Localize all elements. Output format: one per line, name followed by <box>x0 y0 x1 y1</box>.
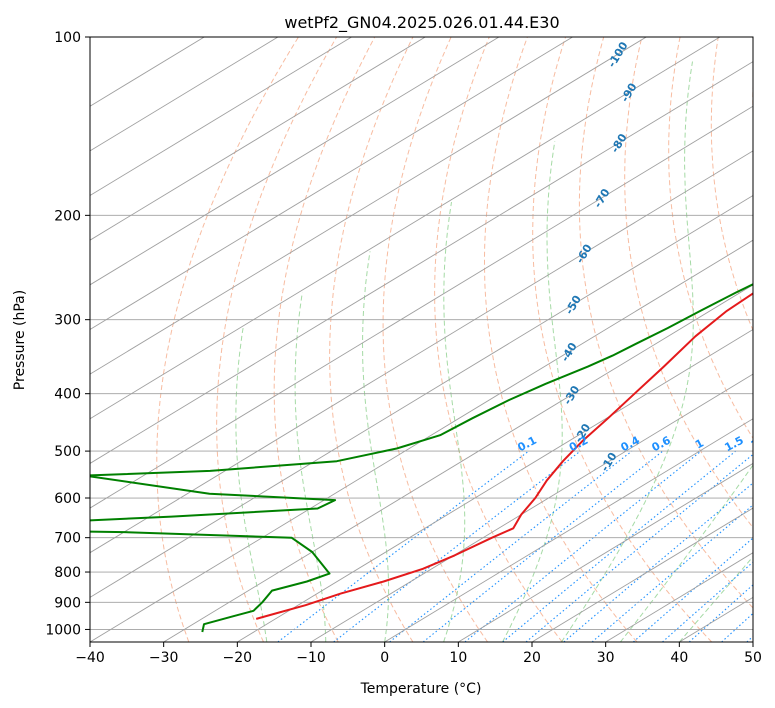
mixing-ratio-line <box>591 504 753 642</box>
y-tick-label: 400 <box>54 387 81 403</box>
dry-adiabat <box>273 37 376 642</box>
isotherm-line <box>90 105 753 509</box>
moist-adiabat <box>620 464 753 642</box>
x-tick-label: 30 <box>597 650 615 666</box>
moist-adiabat <box>235 328 268 642</box>
isotherm-line <box>90 61 753 464</box>
y-tick-label: 900 <box>54 595 81 611</box>
x-tick-label: −20 <box>223 650 253 666</box>
isotherm-line <box>237 328 753 642</box>
dry-adiabat <box>156 37 299 642</box>
dry-adiabat <box>434 37 563 642</box>
dry-adiabat <box>668 37 753 440</box>
chart-title: wetPf2_GN04.2025.026.01.44.E30 <box>284 13 559 33</box>
x-tick-label: 50 <box>744 650 762 666</box>
x-tick-label: −40 <box>75 650 105 666</box>
isotherm-line <box>90 150 753 554</box>
y-tick-label: 200 <box>54 208 81 224</box>
chart-axes: −40 −30 −20 −10 0 10 20 30 40 50 100 200 300 400 500 60… <box>45 30 762 666</box>
y-tick-label: 100 <box>54 30 81 46</box>
x-tick-label: 0 <box>380 650 389 666</box>
dry-adiabat <box>710 37 753 332</box>
mixing-ratio-line <box>464 450 702 642</box>
plot-frame <box>89 36 754 643</box>
x-tick-label: −10 <box>296 650 326 666</box>
chart-series <box>90 283 753 633</box>
x-axis-label: Temperature (°C) <box>360 681 482 697</box>
moist-adiabat <box>443 202 466 642</box>
isotherm-line <box>163 284 753 642</box>
dry-adiabat <box>484 37 638 642</box>
mixing-ratio-line <box>277 450 530 642</box>
y-tick-label: 800 <box>54 565 81 581</box>
x-tick-label: 20 <box>523 650 541 666</box>
dry-adiabat <box>329 37 414 642</box>
isotherm-line <box>90 239 753 642</box>
y-tick-label: 600 <box>54 491 81 507</box>
dry-adiabat <box>578 37 753 609</box>
isotherm-line <box>90 37 500 286</box>
dry-adiabat <box>624 37 753 529</box>
isotherm-line <box>90 37 647 375</box>
y-tick-label: 1000 <box>45 622 81 638</box>
dry-adiabat <box>532 37 713 642</box>
temperature-profile <box>255 292 753 620</box>
mixing-ratio-line <box>525 453 753 642</box>
isotherm-line <box>90 37 352 197</box>
mixing-ratio-line <box>422 450 664 642</box>
isotherm-line <box>90 37 573 331</box>
mixing-ratio-line <box>502 450 737 642</box>
y-tick-label: 500 <box>54 444 81 460</box>
isotherm-line <box>531 507 753 642</box>
dewpoint-profile <box>90 283 753 633</box>
y-axis-label: Pressure (hPa) <box>12 290 28 390</box>
isotherm-line <box>90 37 279 152</box>
dry-adiabat <box>382 37 489 642</box>
chart-grid <box>90 37 753 642</box>
y-tick-label: 700 <box>54 531 81 547</box>
y-tick-label: 300 <box>54 313 81 329</box>
x-tick-label: 10 <box>449 650 467 666</box>
x-tick-label: −30 <box>149 650 179 666</box>
mixing-ratio-line <box>563 482 753 642</box>
moist-adiabat <box>361 251 390 642</box>
moist-adiabat <box>561 61 694 642</box>
isotherm-line <box>90 37 426 241</box>
mixing-ratio-line <box>333 450 581 642</box>
dry-adiabat <box>216 37 338 642</box>
mixing-ratio-label: 2 <box>749 436 762 451</box>
isotherm-line <box>384 418 753 642</box>
isotherm-line <box>90 37 721 420</box>
x-tick-label: 40 <box>670 650 688 666</box>
isotherm-line <box>458 462 753 642</box>
isotherm-line <box>310 373 753 642</box>
isotherm-line <box>90 195 753 598</box>
